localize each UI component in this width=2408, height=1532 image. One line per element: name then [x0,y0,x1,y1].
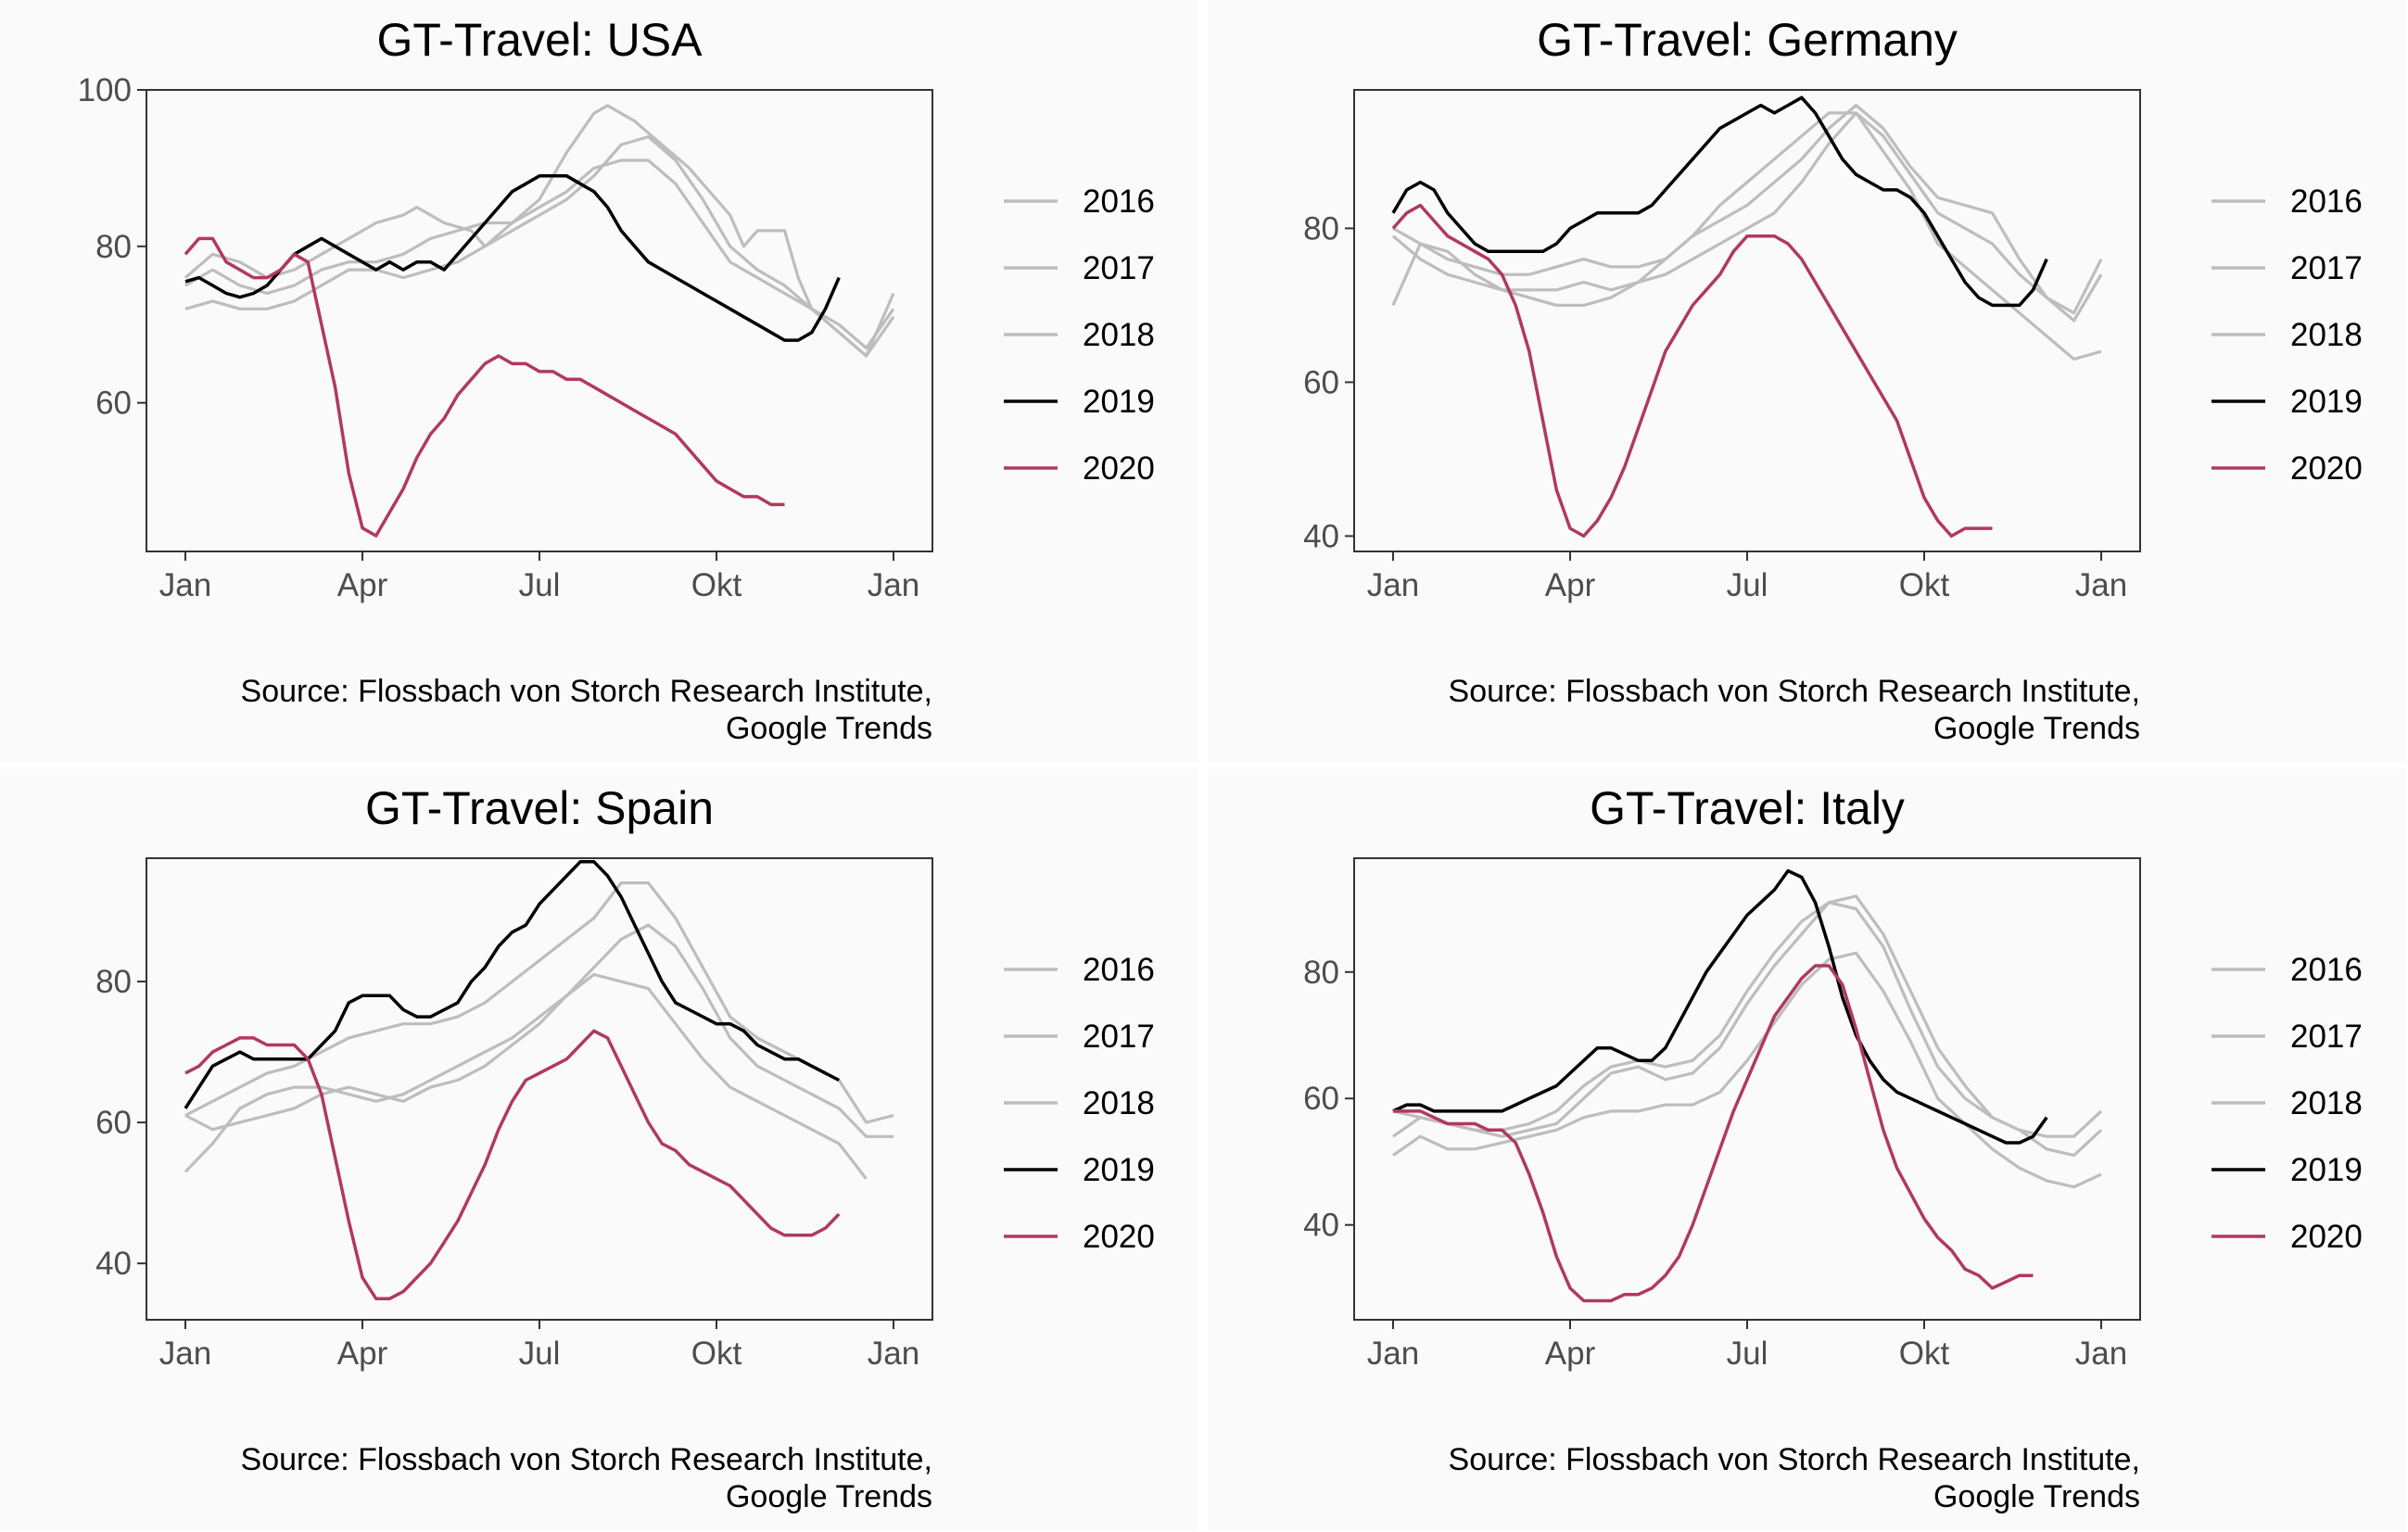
caption-source: Source: Flossbach von Storch Research In… [1449,1442,2140,1477]
legend-label-2016: 2016 [1083,184,1155,220]
x-tick-label: Jul [1727,567,1768,603]
x-tick-label: Okt [691,567,742,603]
caption-source-2: Google Trends [1933,1479,2140,1514]
legend-label-2020: 2020 [2290,1219,2363,1255]
series-line-2017 [184,881,894,1124]
plot-frame [146,89,933,552]
x-tick-label: Jan [2075,1336,2127,1372]
legend-label-2017: 2017 [1083,1019,1155,1055]
plot-frame [1353,857,2141,1321]
legend-label-2019: 2019 [2290,1152,2363,1188]
x-tick-label: Apr [1545,1336,1596,1372]
y-tick-label: 80 [95,964,132,1000]
legend-label-2018: 2018 [2290,317,2363,353]
x-tick-label: Okt [691,1336,742,1372]
chart-title: GT-Travel: Italy [1590,782,1905,834]
series-line-2019 [184,860,841,1109]
x-tick-label: Apr [337,1336,388,1372]
legend-label-2020: 2020 [1083,450,1155,487]
panel-usa: GT-Travel: USA 60 80 100 Jan Apr Jul Okt Jan 2016… [0,0,1198,762]
series-line-2016 [184,972,868,1180]
chart-title: GT-Travel: USA [377,14,703,66]
legend-label-2016: 2016 [2290,184,2363,220]
legend-label-2017: 2017 [1083,250,1155,286]
y-tick-label: 40 [1303,518,1339,554]
y-tick-label: 60 [1303,1081,1339,1117]
chart-svg: GT-Travel: Spain 40 60 80 Jan Apr Jul Okt Jan 201… [95,782,1155,1514]
x-tick-label: Jan [159,1336,211,1372]
series-line-2016 [184,104,895,358]
panel-spain: GT-Travel: Spain 40 60 80 Jan Apr Jul Okt Jan 201… [0,768,1198,1530]
caption-source-2: Google Trends [726,711,932,746]
legend-label-2016: 2016 [2290,952,2363,988]
x-tick-label: Jan [1367,1336,1419,1372]
x-tick-label: Apr [1545,567,1596,603]
x-tick-label: Okt [1899,1336,1950,1372]
legend-label-2019: 2019 [1083,384,1155,420]
panel-italy: GT-Travel: Italy 40 60 80 Jan Apr Jul Okt Jan 201… [1208,768,2406,1530]
caption-source: Source: Flossbach von Storch Research In… [1449,674,2140,709]
y-tick-label: 60 [95,386,132,422]
y-tick-label: 80 [1303,210,1339,247]
series-line-2018 [184,923,893,1138]
caption-source-2: Google Trends [726,1479,932,1514]
series-line-2020 [184,236,785,538]
legend-label-2019: 2019 [1083,1152,1155,1188]
x-tick-label: Jul [519,567,561,603]
panel-germany: GT-Travel: Germany 40 60 80 Jan Apr Jul Okt Jan 2… [1208,0,2406,762]
y-tick-label: 60 [95,1105,132,1141]
series-line-2017 [184,158,895,350]
series-line-2017 [1392,111,2103,315]
x-tick-label: Jan [868,1336,919,1372]
chart-svg: GT-Travel: Germany 40 60 80 Jan Apr Jul Okt Jan 2… [1303,14,2363,746]
series-line-2019 [1391,95,2048,308]
legend-label-2018: 2018 [1083,317,1155,353]
y-tick-label: 60 [1303,364,1339,400]
x-tick-label: Jan [159,567,211,603]
caption-source: Source: Flossbach von Storch Research In… [241,1442,932,1477]
legend-label-2019: 2019 [2290,384,2363,420]
series-line-2020 [184,1029,841,1300]
series-line-2018 [184,135,895,358]
legend-label-2020: 2020 [1083,1219,1155,1255]
y-tick-label: 40 [1303,1208,1339,1244]
chart-svg: GT-Travel: Italy 40 60 80 Jan Apr Jul Okt Jan 201… [1303,782,2363,1514]
series-line-2020 [1393,964,2034,1303]
series-line-2020 [1391,203,1993,538]
legend-label-2017: 2017 [2290,1019,2363,1055]
series-line-2019 [184,174,841,342]
x-tick-label: Jul [519,1336,561,1372]
series-line-2018 [1392,894,2103,1158]
x-tick-label: Jan [2075,567,2127,603]
series-line-2017 [1392,901,2103,1138]
legend-label-2018: 2018 [2290,1085,2363,1121]
chart-svg: GT-Travel: USA 60 80 100 Jan Apr Jul Okt Jan 2016… [78,14,1155,746]
caption-source-2: Google Trends [1933,711,2140,746]
plot-frame [1353,89,2141,552]
y-tick-label: 40 [95,1246,132,1282]
x-tick-label: Jul [1727,1336,1768,1372]
legend-label-2016: 2016 [1083,952,1155,988]
x-tick-label: Jan [1367,567,1419,603]
y-tick-label: 100 [78,72,132,108]
chart-title: GT-Travel: Spain [365,782,714,834]
x-tick-label: Okt [1899,567,1950,603]
x-tick-label: Jan [868,567,919,603]
series-line-2019 [1392,868,2048,1145]
y-tick-label: 80 [95,229,132,265]
chart-title: GT-Travel: Germany [1537,14,1958,66]
legend-label-2017: 2017 [2290,250,2363,286]
y-tick-label: 80 [1303,955,1339,991]
x-tick-label: Apr [337,567,388,603]
legend-label-2018: 2018 [1083,1085,1155,1121]
caption-source: Source: Flossbach von Storch Research In… [241,674,932,709]
plot-frame [146,857,933,1321]
series-line-2016 [1392,951,2102,1189]
series-line-2018 [1391,104,2103,323]
legend-label-2020: 2020 [2290,450,2363,487]
